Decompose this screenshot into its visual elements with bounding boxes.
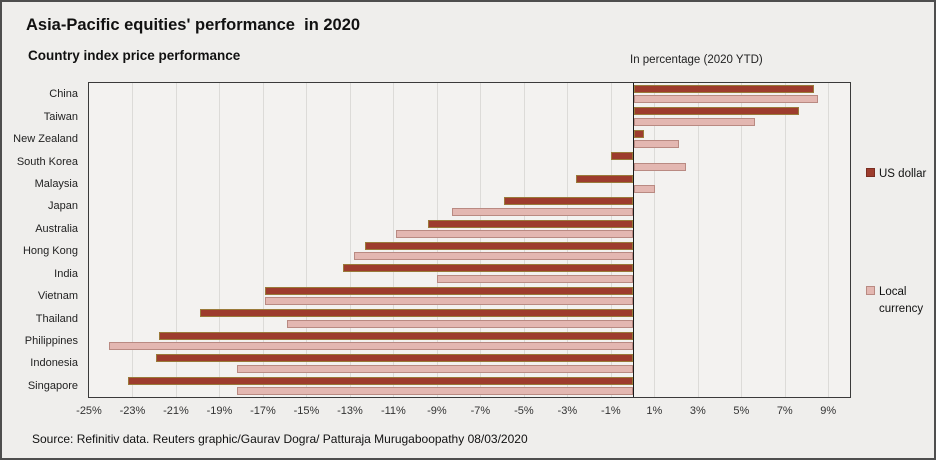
category-label-thailand: Thailand [35, 312, 78, 325]
bar-local-currency-taiwan [633, 117, 756, 126]
category-label-india: India [54, 267, 78, 280]
category-label-philippines: Philippines [24, 334, 78, 347]
x-tick-label: 3% [689, 405, 706, 417]
gridline [567, 83, 569, 397]
bar-us-dollar-hong-kong [365, 242, 633, 250]
bar-local-currency-japan [452, 207, 633, 216]
category-label-vietnam: Vietnam [37, 290, 78, 303]
bar-local-currency-malaysia [633, 185, 656, 194]
local-currency-swatch-icon [866, 286, 875, 295]
x-tick-label: -23% [119, 405, 146, 417]
bar-us-dollar-taiwan [633, 107, 799, 116]
category-label-japan: Japan [48, 200, 78, 213]
legend-label-us-dollar: US dollar [879, 168, 927, 180]
bar-us-dollar-china [633, 85, 815, 93]
chart-subtitle: Country index price performance [28, 48, 241, 63]
x-tick-label: -19% [206, 405, 233, 417]
bar-us-dollar-australia [428, 219, 633, 228]
gridline [697, 83, 699, 397]
legend-item-us-dollar: US dollar [866, 166, 935, 183]
chart-title: Asia-Pacific equities' performance in 20… [26, 16, 361, 34]
bar-us-dollar-new-zealand [633, 129, 645, 138]
x-tick-label: 7% [776, 405, 793, 417]
zero-axis-line [632, 83, 634, 397]
y-axis-category-labels: China Taiwan New Zealand South Korea Malaysi… [2, 82, 82, 398]
gridline [306, 83, 308, 397]
source-attribution: Source: Refinitiv data. Reuters graphic/… [32, 432, 528, 446]
gridline [610, 83, 612, 397]
gridline [741, 83, 743, 397]
gridline [480, 83, 482, 397]
bar-local-currency-new-zealand [633, 140, 680, 149]
bar-us-dollar-thailand [199, 309, 633, 318]
gridline [132, 83, 134, 397]
x-axis-tick-labels: -25% -23% -21% -19% -17% -15% -13% -11% -9% -7% -5… [76, 405, 851, 421]
bar-us-dollar-vietnam [265, 286, 633, 295]
bar-us-dollar-japan [504, 197, 633, 206]
x-tick-label: -11% [380, 405, 406, 417]
x-tick-label: -25% [76, 405, 102, 417]
x-tick-label: -21% [163, 405, 189, 417]
legend-label-local-currency: Local currency [879, 286, 924, 315]
bar-us-dollar-singapore [128, 376, 633, 385]
gridline [219, 83, 221, 397]
plot-area [88, 82, 851, 398]
gridline [784, 83, 786, 397]
bar-us-dollar-india [343, 264, 633, 273]
bar-us-dollar-malaysia [576, 174, 633, 183]
x-tick-label: -5% [514, 405, 534, 417]
bar-local-currency-thailand [286, 319, 633, 328]
bar-us-dollar-philippines [158, 331, 633, 340]
gridline [654, 83, 656, 397]
category-label-indonesia: Indonesia [30, 357, 78, 370]
x-tick-label: 5% [733, 405, 750, 417]
x-tick-label: 9% [820, 405, 837, 417]
axis-units-note: In percentage (2020 YTD) [630, 54, 763, 66]
category-label-hong-kong: Hong Kong [22, 245, 78, 258]
gridline [262, 83, 264, 397]
bar-local-currency-singapore [236, 386, 633, 395]
gridline [349, 83, 351, 397]
bar-local-currency-australia [395, 229, 633, 238]
gridline [828, 83, 830, 397]
bar-local-currency-south-korea [633, 162, 686, 171]
bar-local-currency-philippines [108, 342, 633, 351]
x-tick-label: -9% [427, 405, 447, 417]
bar-local-currency-india [436, 274, 633, 283]
x-tick-label: -3% [557, 405, 578, 417]
bar-local-currency-indonesia [236, 364, 633, 373]
x-tick-label: -13% [337, 405, 363, 417]
bar-local-currency-china [633, 95, 819, 104]
category-label-south-korea: South Korea [16, 155, 78, 168]
category-label-china: China [49, 88, 78, 101]
x-tick-label: 1% [646, 405, 663, 417]
legend: US dollar Local currency [862, 82, 936, 398]
bar-local-currency-vietnam [265, 297, 633, 306]
category-label-taiwan: Taiwan [43, 110, 78, 123]
category-label-new-zealand: New Zealand [13, 133, 78, 146]
category-label-singapore: Singapore [27, 379, 78, 392]
gridline [523, 83, 525, 397]
category-label-australia: Australia [35, 222, 78, 235]
gridline [436, 83, 438, 397]
legend-item-local-currency: Local currency [866, 284, 935, 317]
bar-us-dollar-south-korea [610, 152, 633, 161]
us-dollar-swatch-icon [866, 168, 875, 177]
bar-local-currency-hong-kong [354, 252, 633, 261]
gridline [175, 83, 177, 397]
x-tick-label: -7% [470, 405, 491, 417]
x-tick-label: -15% [293, 405, 320, 417]
x-tick-label: -1% [601, 405, 621, 417]
category-label-malaysia: Malaysia [34, 177, 78, 190]
x-tick-label: -17% [250, 405, 276, 417]
bar-us-dollar-indonesia [156, 354, 633, 363]
gridline [393, 83, 395, 397]
